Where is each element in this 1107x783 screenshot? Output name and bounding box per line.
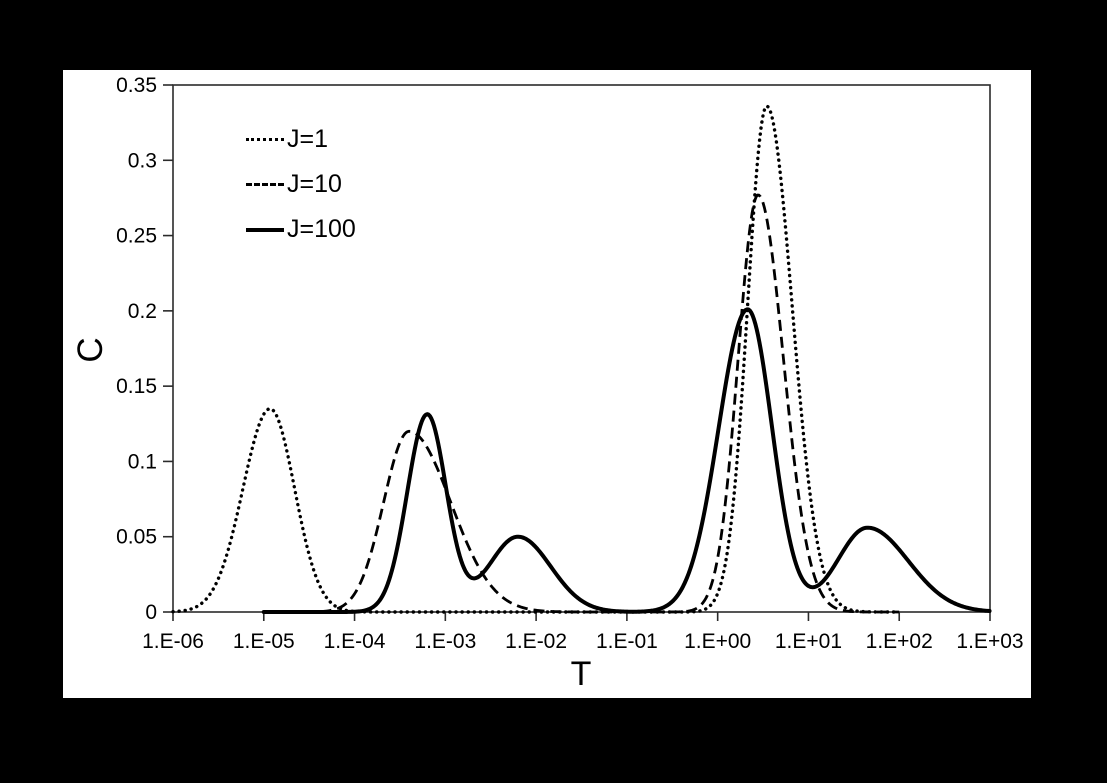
- x-tick-label: 1.E-01: [596, 630, 658, 653]
- y-tick-label: 0: [145, 601, 157, 624]
- axes-layer: 1.E-06 1.E-05 1.E-04 1.E-03 1.E-02 1.E-01 1.E+…: [116, 74, 1023, 653]
- x-tick-label: 1.E+03: [956, 630, 1023, 653]
- x-tick-label: 1.E-05: [233, 630, 295, 653]
- x-axis-title: T: [570, 655, 592, 693]
- legend-item-j10: J=10: [246, 162, 356, 207]
- plot-frame: [172, 84, 991, 613]
- x-tick-label: 1.E-04: [324, 630, 386, 653]
- x-tick-label: 1.E+01: [775, 630, 842, 653]
- series-line-J=10: [286, 193, 900, 614]
- x-tick-label: 1.E-06: [142, 630, 204, 653]
- legend-label: J=100: [287, 215, 356, 243]
- y-tick-label: 0.05: [116, 526, 157, 549]
- y-tick-label: 0.15: [116, 375, 157, 398]
- x-tick-label: 1.E-02: [505, 630, 567, 653]
- plot-background: [63, 70, 1031, 698]
- legend-item-j100: J=100: [246, 207, 356, 252]
- series-layer: [171, 104, 992, 614]
- y-tick-label: 0.1: [128, 450, 157, 473]
- series-line-J=100: [261, 307, 992, 614]
- x-tick-label: 1.E+02: [866, 630, 933, 653]
- dotted-line-marker-icon: [246, 138, 284, 141]
- y-tick-label: 0.3: [128, 149, 157, 172]
- y-tick-label: 0.35: [116, 74, 157, 97]
- dashed-line-marker-icon: [246, 183, 284, 186]
- y-tick-label: 0.2: [128, 300, 157, 323]
- legend-label: J=1: [287, 125, 329, 153]
- legend-item-j1: J=1: [246, 117, 356, 162]
- x-tick-label: 1.E+00: [684, 630, 751, 653]
- series-line-J=1: [171, 104, 901, 614]
- legend: J=1 J=10 J=100: [246, 117, 356, 252]
- y-axis-title: C: [71, 337, 110, 363]
- x-tick-label: 1.E-03: [414, 630, 476, 653]
- y-tick-label: 0.25: [116, 225, 157, 248]
- legend-label: J=10: [287, 170, 342, 198]
- solid-line-marker-icon: [246, 227, 284, 232]
